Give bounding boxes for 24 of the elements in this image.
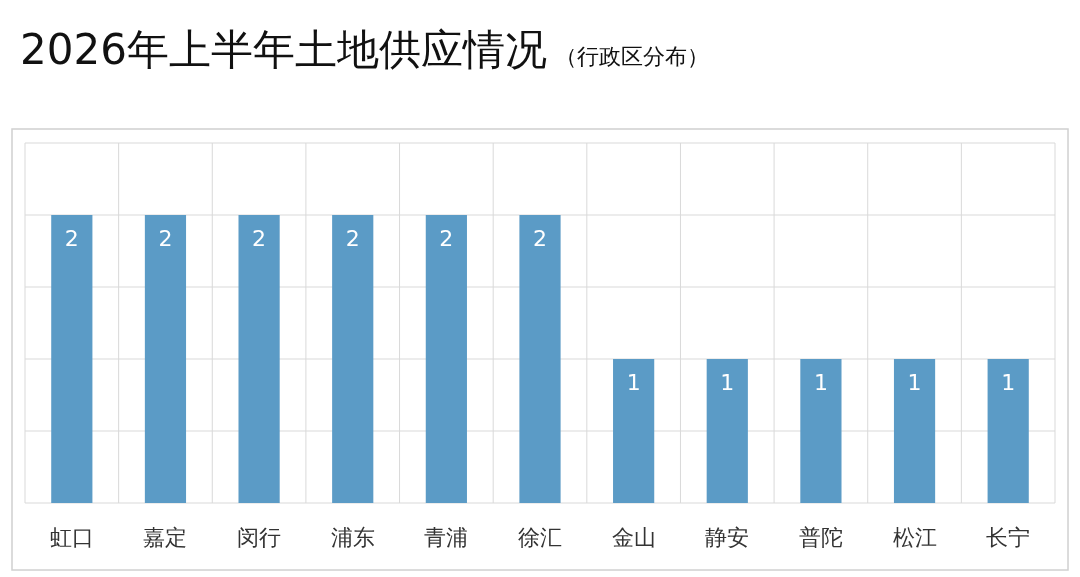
data-label: 2 — [533, 226, 547, 251]
x-tick-label: 虹口 — [49, 525, 94, 550]
data-label: 1 — [626, 370, 641, 395]
data-label: 2 — [64, 226, 79, 251]
chart-subtitle: （行政区分布） — [554, 44, 709, 69]
x-tick-label: 金山 — [611, 525, 656, 550]
x-tick-label: 长宁 — [986, 525, 1031, 550]
x-tick-label: 松江 — [892, 525, 937, 550]
x-tick-label: 嘉定 — [143, 525, 188, 550]
data-label: 1 — [720, 370, 735, 395]
data-label: 1 — [813, 370, 828, 395]
data-label: 2 — [345, 226, 360, 251]
data-label: 2 — [252, 226, 267, 251]
data-label: 1 — [1001, 370, 1016, 395]
x-tick-label: 浦东 — [330, 525, 375, 550]
data-label: 2 — [158, 226, 173, 251]
x-tick-label: 徐汇 — [518, 525, 562, 550]
data-label: 2 — [439, 226, 454, 251]
x-tick-label: 静安 — [705, 525, 750, 550]
chart-title: 2026年上半年土地供应情况 — [20, 25, 547, 74]
x-tick-label: 闵行 — [237, 525, 282, 550]
x-tick-label: 普陀 — [798, 525, 843, 550]
x-tick-label: 青浦 — [424, 525, 469, 550]
data-label: 1 — [907, 370, 922, 395]
